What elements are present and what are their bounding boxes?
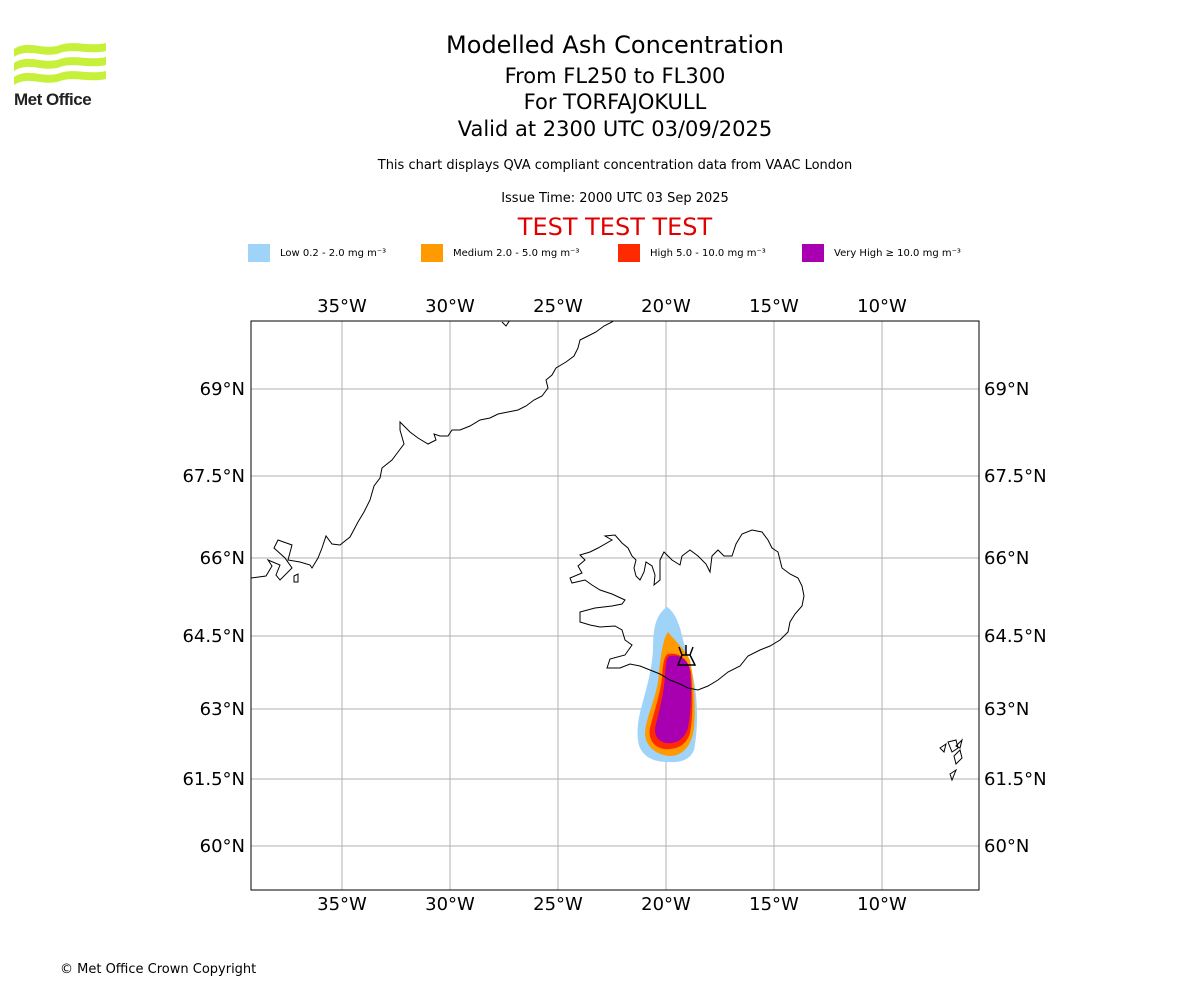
lon-tick-bottom: 15°W bbox=[749, 894, 799, 915]
volcano-name: For TORFAJOKULL bbox=[523, 90, 707, 114]
legend-label-high: High 5.0 - 10.0 mg m⁻³ bbox=[650, 247, 766, 259]
greenland-island bbox=[293, 573, 299, 583]
valid-time: Valid at 2300 UTC 03/09/2025 bbox=[457, 117, 773, 141]
lat-tick-left: 60°N bbox=[200, 836, 245, 857]
legend-label-very-high: Very High ≥ 10.0 mg m⁻³ bbox=[834, 247, 961, 259]
legend-item-low: Low 0.2 - 2.0 mg m⁻³ bbox=[248, 244, 386, 262]
legend-swatch-low bbox=[248, 244, 270, 262]
lon-tick-top: 30°W bbox=[425, 296, 475, 317]
lat-tick-right: 60°N bbox=[984, 836, 1029, 857]
lon-tick-top: 20°W bbox=[641, 296, 691, 317]
chart-description: This chart displays QVA compliant concen… bbox=[377, 158, 853, 173]
iceland-coastline bbox=[569, 529, 805, 691]
logo-text: Met Office bbox=[14, 90, 92, 109]
lat-tick-left: 69°N bbox=[200, 379, 245, 400]
lat-tick-right: 66°N bbox=[984, 548, 1029, 569]
lat-tick-left: 67.5°N bbox=[182, 466, 245, 487]
lon-tick-bottom: 35°W bbox=[317, 894, 367, 915]
lat-tick-left: 64.5°N bbox=[182, 626, 245, 647]
faroe-islands bbox=[939, 738, 963, 782]
legend-label-medium: Medium 2.0 - 5.0 mg m⁻³ bbox=[453, 247, 580, 259]
lat-tick-right: 61.5°N bbox=[984, 769, 1047, 790]
legend-item-high: High 5.0 - 10.0 mg m⁻³ bbox=[618, 244, 766, 262]
lat-tick-left: 61.5°N bbox=[182, 769, 245, 790]
lat-tick-right: 64.5°N bbox=[984, 626, 1047, 647]
lat-tick-right: 69°N bbox=[984, 379, 1029, 400]
issue-time: Issue Time: 2000 UTC 03 Sep 2025 bbox=[501, 191, 729, 206]
lon-tick-bottom: 25°W bbox=[533, 894, 583, 915]
lon-tick-top: 15°W bbox=[749, 296, 799, 317]
flight-level-range: From FL250 to FL300 bbox=[504, 64, 726, 88]
lat-tick-left: 66°N bbox=[200, 548, 245, 569]
chart-title: Modelled Ash Concentration bbox=[446, 31, 784, 59]
ash-very-high-area bbox=[655, 655, 692, 744]
legend-swatch-high bbox=[618, 244, 640, 262]
map-frame bbox=[250, 320, 980, 891]
greenland-coastline-north bbox=[501, 321, 510, 327]
lon-tick-bottom: 20°W bbox=[641, 894, 691, 915]
legend-label-low: Low 0.2 - 2.0 mg m⁻³ bbox=[280, 247, 387, 259]
legend-item-very-high: Very High ≥ 10.0 mg m⁻³ bbox=[802, 244, 961, 262]
legend-item-medium: Medium 2.0 - 5.0 mg m⁻³ bbox=[421, 244, 579, 262]
lon-tick-bottom: 30°W bbox=[425, 894, 475, 915]
lon-tick-bottom: 10°W bbox=[857, 894, 907, 915]
lon-tick-top: 35°W bbox=[317, 296, 367, 317]
met-office-logo bbox=[14, 43, 106, 85]
lat-tick-right: 63°N bbox=[984, 699, 1029, 720]
lat-tick-right: 67.5°N bbox=[984, 466, 1047, 487]
greenland-coastline bbox=[251, 321, 615, 581]
map-grid bbox=[251, 321, 979, 890]
copyright-notice: © Met Office Crown Copyright bbox=[60, 962, 257, 977]
legend-swatch-medium bbox=[421, 244, 443, 262]
lat-tick-left: 63°N bbox=[200, 699, 245, 720]
lon-tick-top: 10°W bbox=[857, 296, 907, 317]
test-banner: TEST TEST TEST bbox=[517, 213, 713, 241]
lon-tick-top: 25°W bbox=[533, 296, 583, 317]
legend-swatch-very-high bbox=[802, 244, 824, 262]
volcano-icon bbox=[676, 645, 697, 666]
